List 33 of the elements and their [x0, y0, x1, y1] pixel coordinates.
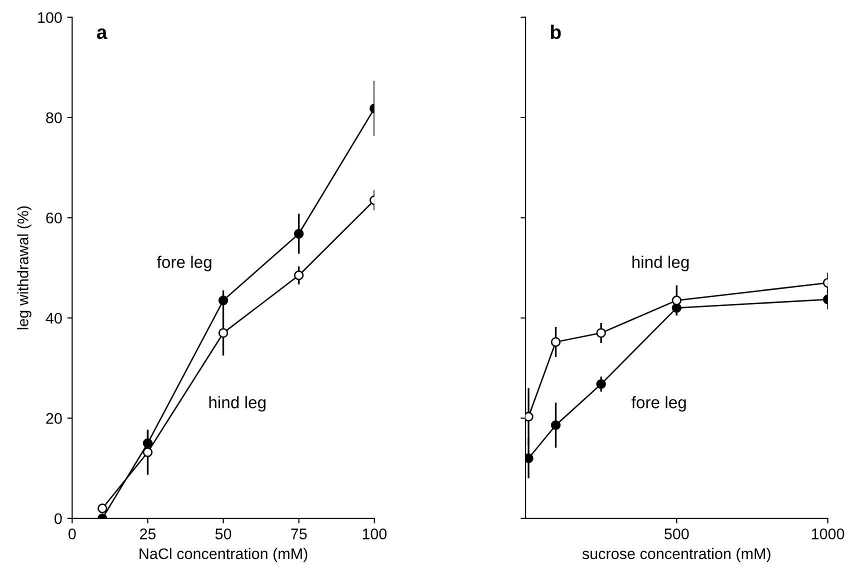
chart-title: a	[96, 28, 108, 40]
series-label: fore leg	[632, 396, 686, 412]
y-tick-label: 60	[46, 212, 62, 224]
point	[218, 328, 228, 338]
point	[218, 296, 228, 306]
point	[294, 270, 304, 280]
y-tick-label: 40	[46, 312, 62, 324]
x-tick-label: 500	[664, 528, 689, 540]
series-label: fore leg	[157, 256, 212, 272]
y-tick-label: 100	[38, 12, 62, 23]
point	[550, 337, 561, 347]
x-tick-label: 25	[140, 528, 156, 540]
series-label: hind leg	[209, 396, 266, 412]
point	[294, 228, 304, 239]
x-tick-label: 50	[215, 528, 232, 540]
y-axis-title: leg withdrawal (%)	[17, 206, 32, 330]
series-label: hind leg	[632, 256, 689, 272]
y-tick-label: 0	[54, 513, 62, 524]
x-axis-title: sucrose concentration (mM)	[582, 548, 770, 562]
point	[142, 438, 153, 448]
y-tick-label: 20	[46, 413, 62, 424]
point	[550, 420, 561, 430]
x-tick-label: 100	[362, 528, 387, 540]
point	[596, 379, 606, 389]
point	[672, 296, 682, 306]
x-tick-label: 0	[68, 528, 76, 540]
y-tick-label: 80	[46, 112, 62, 124]
x-tick-label: 1000	[812, 528, 844, 540]
x-axis-title: NaCl concentration (mM)	[140, 548, 308, 562]
point	[142, 447, 153, 458]
x-tick-label: 75	[291, 528, 307, 540]
point	[596, 328, 606, 338]
chart-title: b	[550, 24, 561, 40]
